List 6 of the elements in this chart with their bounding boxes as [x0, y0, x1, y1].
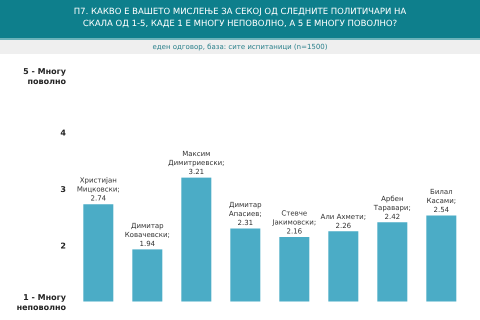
y-tick-label: 2 [60, 242, 66, 250]
y-tick-label: 4 [60, 128, 66, 138]
y-tick-label: 3 [60, 185, 66, 194]
y-tick-label: 1 - Многу неповолно [16, 293, 67, 312]
y-tick-label: 5 - Многу поволно [23, 67, 67, 86]
chart-title: П7. КАКВО Е ВАШЕТО МИСЛЕЊЕ ЗА СЕКОЈ ОД СЛЕДНИТЕ ПОЛИТИЧАРИ НА СКАЛА ОД 1-5, КАДЕ 1 Е МНОГУ НЕПОВОЛНО, А 5 Е МНОГУ ПОВОЛНО? [0, 0, 480, 40]
